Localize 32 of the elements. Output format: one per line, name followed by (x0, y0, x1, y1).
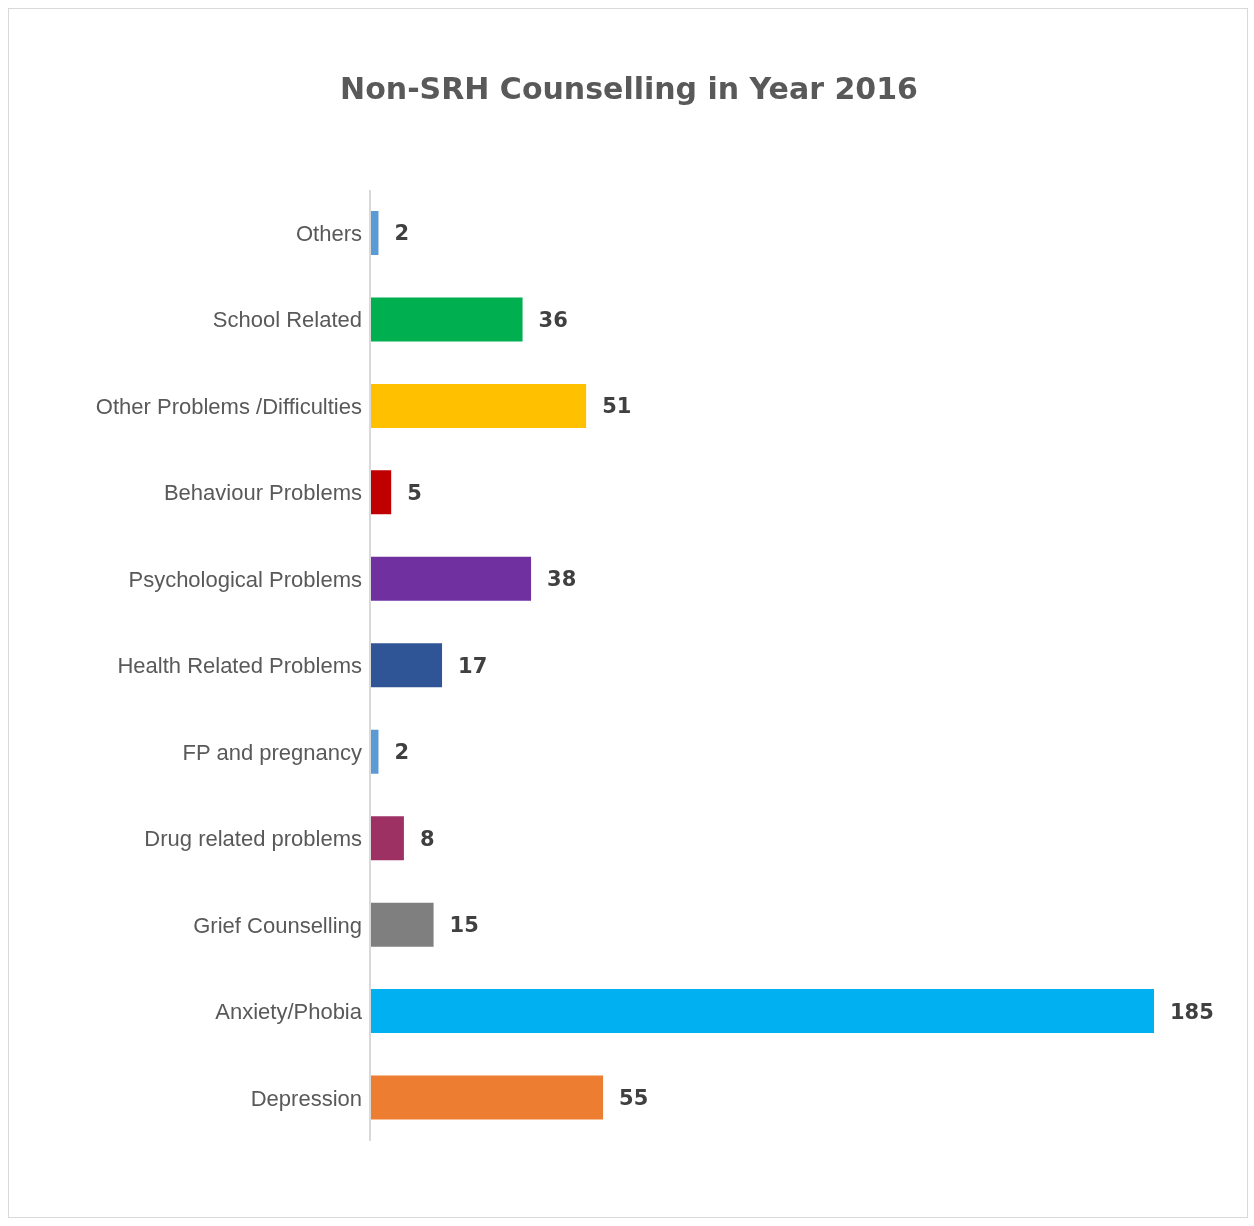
data-label: 38 (547, 567, 577, 592)
y-tick-label: Others (295, 221, 362, 247)
bar (370, 383, 587, 428)
data-label: 15 (449, 913, 479, 938)
y-tick-label: Depression (250, 1085, 362, 1111)
bar (370, 816, 404, 861)
bar (370, 902, 434, 947)
bar (370, 556, 532, 601)
data-label: 2 (394, 221, 410, 246)
data-label: 17 (458, 653, 488, 678)
bar (370, 643, 443, 688)
y-tick-label: Other Problems /Difficulties (95, 393, 362, 419)
data-label: 51 (602, 394, 632, 419)
y-tick-label: Anxiety/Phobia (215, 999, 363, 1025)
y-tick-label: FP and pregnancy (182, 739, 362, 765)
y-tick-label: Behaviour Problems (163, 480, 362, 506)
data-label: 55 (619, 1086, 649, 1110)
y-tick-label: Grief Counselling (193, 912, 362, 938)
data-label: 5 (407, 480, 422, 505)
data-label: 185 (1170, 999, 1214, 1024)
y-tick-label: School Related (212, 307, 362, 333)
bar (370, 470, 392, 515)
y-tick-label: Drug related problems (144, 826, 362, 852)
data-label: 8 (419, 826, 435, 851)
bar (370, 1075, 604, 1120)
chart-title: Non-SRH Counselling in Year 2016 (339, 71, 919, 106)
y-tick-label: Health Related Problems (117, 653, 362, 679)
bar (370, 297, 523, 342)
y-tick-label: Psychological Problems (128, 566, 362, 592)
bar (370, 989, 1154, 1034)
data-label: 2 (394, 740, 410, 765)
data-label: 36 (538, 307, 568, 332)
